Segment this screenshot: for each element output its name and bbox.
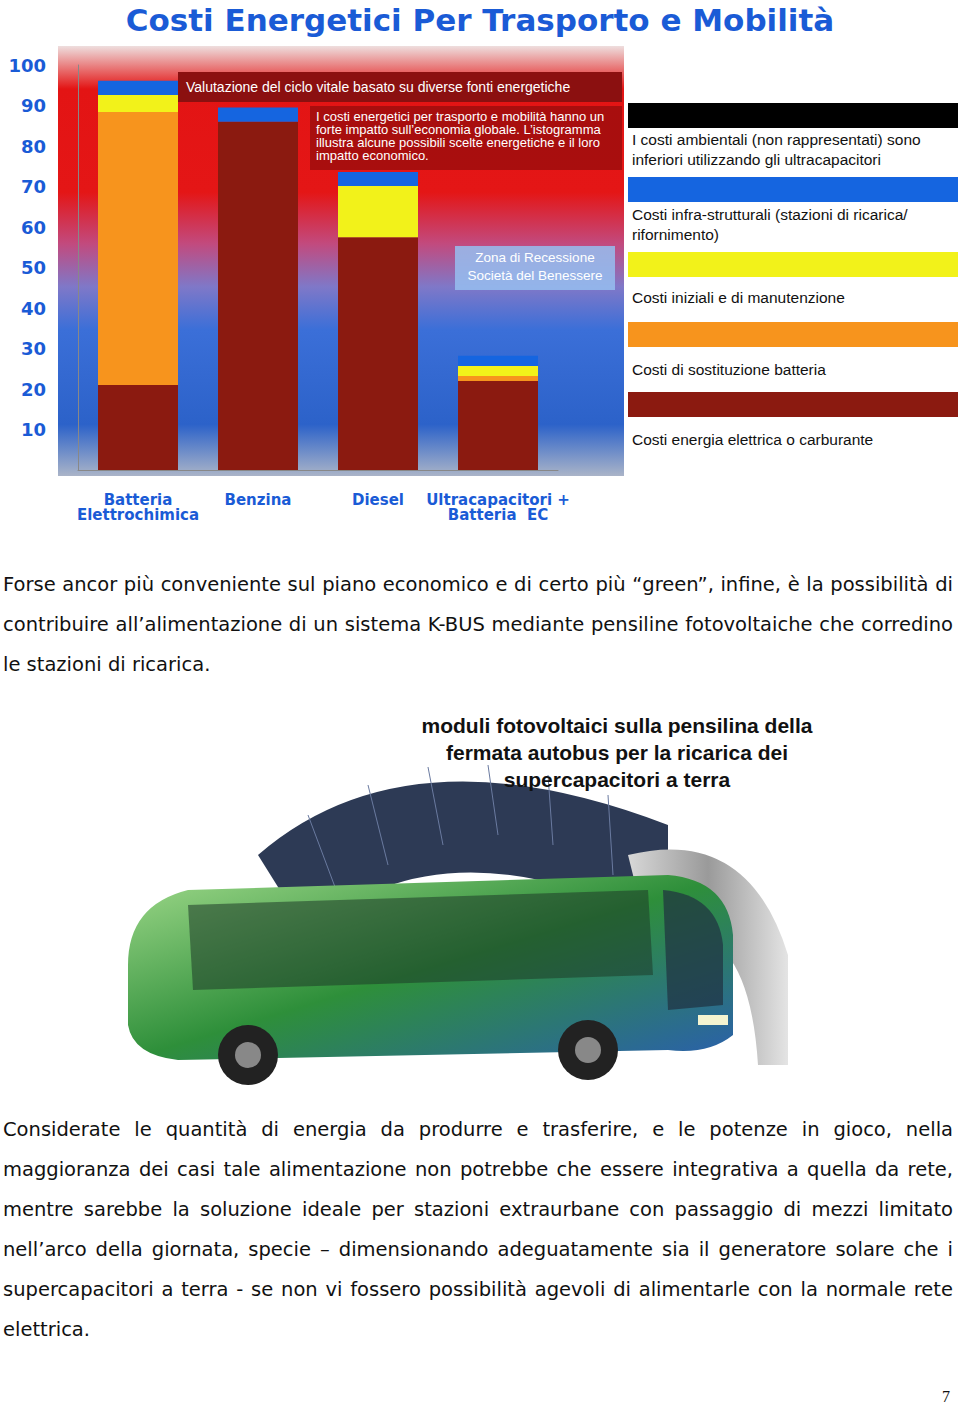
html-text:moduli fotovoltaici sulla pens: moduli fotovoltaici sulla pensilina dell… (421, 714, 813, 791)
html-text:I costi ambientali (non rappre: I costi ambientali (non rappresentati) s… (632, 131, 921, 168)
html-text:Costi di sostituzione batteria: Costi di sostituzione batteria (632, 361, 826, 378)
svg-text:50: 50 (21, 257, 46, 278)
svg-text:Ultracapacitori +: Ultracapacitori + (426, 490, 570, 509)
svg-text:Batteria EC: Batteria EC (448, 506, 548, 524)
svg-text:90: 90 (21, 95, 46, 116)
html-text:Zona di Recessione Società del: Zona di Recessione Società del Benessere (467, 250, 603, 283)
svg-text:Elettrochimica: Elettrochimica (77, 506, 199, 524)
html-text:Costi Energetici Per Trasporto: Costi Energetici Per Trasporto e Mobilit… (125, 2, 835, 38)
html-text:Considerate le quantità di ene: Considerate le quantità di energia da pr… (3, 1118, 953, 1341)
html-text:Costi iniziali e di manutenzio: Costi iniziali e di manutenzione (632, 289, 845, 306)
html-text:Costi infra-strutturali (stazi: Costi infra-strutturali (stazioni di ric… (632, 206, 908, 243)
svg-text:30: 30 (21, 338, 46, 359)
html-text:7: 7 (942, 1388, 950, 1405)
html-text:Forse ancor più conveniente su: Forse ancor più conveniente sul piano ec… (3, 573, 953, 676)
html-text:Costi energia elettrica o carb: Costi energia elettrica o carburante (632, 431, 874, 448)
svg-text:10: 10 (21, 419, 46, 440)
svg-text:Benzina: Benzina (225, 491, 292, 509)
html-text:Valutazione del ciclo vitale b: Valutazione del ciclo vitale basato su d… (186, 79, 571, 95)
svg-text:Batteria: Batteria (103, 490, 173, 509)
html-text:I costi energetici per traspor: I costi energetici per trasporto e mobil… (316, 109, 605, 163)
svg-text:70: 70 (21, 176, 46, 197)
svg-text:40: 40 (21, 298, 46, 319)
svg-text:80: 80 (21, 136, 46, 157)
svg-text:100: 100 (8, 55, 46, 76)
svg-text:Diesel: Diesel (352, 491, 404, 509)
svg-text:20: 20 (21, 379, 46, 400)
svg-text:60: 60 (21, 217, 46, 238)
